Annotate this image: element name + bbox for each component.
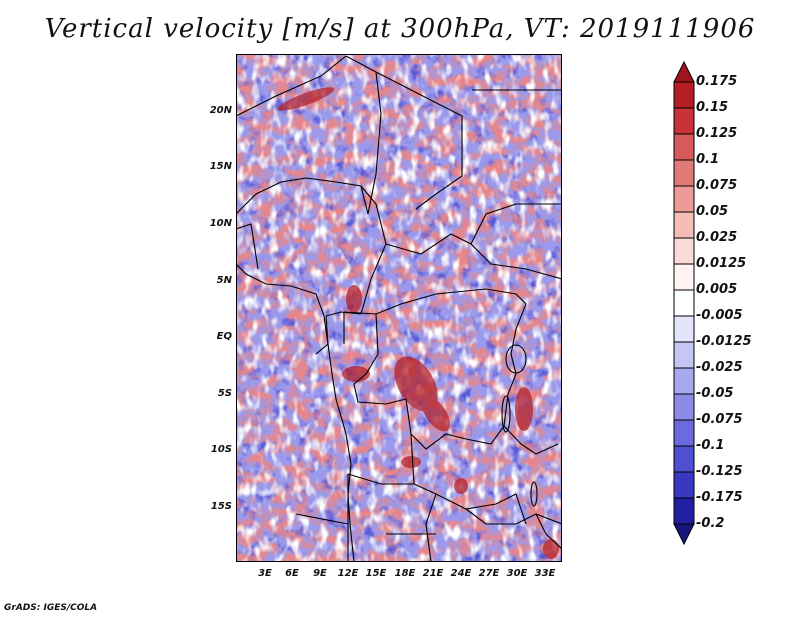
colorbar-box — [673, 445, 695, 473]
colorbar-box — [673, 133, 695, 161]
lon-tick-label: 15E — [365, 568, 387, 579]
lon-tick-label: 18E — [394, 568, 416, 579]
map-frame — [236, 54, 562, 562]
colorbar-box — [673, 211, 695, 239]
colorbar-level-label: -0.125 — [696, 464, 743, 479]
colorbar-bottom-triangle — [673, 523, 695, 546]
lat-tick-label: 10S — [210, 444, 232, 455]
colorbar-box — [673, 315, 695, 343]
colorbar-boxes — [673, 60, 695, 546]
colorbar-level-label: 0.005 — [696, 282, 738, 297]
lat-tick-label: 10N — [209, 218, 232, 229]
strong-upward-patches — [277, 87, 559, 559]
near-zero-field — [236, 54, 562, 562]
colorbar-level-label: 0.1 — [696, 152, 720, 167]
colorbar-box — [673, 159, 695, 187]
colorbar-level-label: 0.05 — [696, 204, 729, 219]
colorbar-box — [673, 367, 695, 395]
colorbar-box — [673, 237, 695, 265]
map-title: Vertical velocity [m/s] at 300hPa, VT: 2… — [44, 14, 756, 44]
lon-tick-label: 6E — [285, 568, 299, 579]
lat-tick-label: 15S — [210, 501, 232, 512]
colorbar-level-label: 0.025 — [696, 230, 738, 245]
colorbar-level-label: -0.025 — [696, 360, 743, 375]
lon-tick-label: 12E — [337, 568, 359, 579]
lon-tick-label: 9E — [313, 568, 327, 579]
colorbar-box — [673, 263, 695, 291]
colorbar-level-label: -0.005 — [696, 308, 743, 323]
colorbar-top-triangle — [673, 60, 695, 83]
colorbar-level-label: -0.2 — [696, 516, 725, 531]
colorbar-level-label: 0.125 — [696, 126, 738, 141]
colorbar — [673, 60, 695, 546]
colorbar-level-label: -0.05 — [696, 386, 734, 401]
country-borders — [236, 55, 562, 562]
colorbar-level-label: 0.075 — [696, 178, 738, 193]
map-plot-area — [236, 54, 562, 562]
lat-tick-label: 5N — [216, 275, 232, 286]
colorbar-level-label: 0.15 — [696, 100, 729, 115]
lon-tick-label: 27E — [478, 568, 500, 579]
colorbar-box — [673, 185, 695, 213]
colorbar-box — [673, 393, 695, 421]
colorbar-level-label: -0.1 — [696, 438, 725, 453]
colorbar-level-label: 0.0125 — [696, 256, 747, 271]
lon-tick-label: 3E — [258, 568, 272, 579]
colorbar-box — [673, 107, 695, 135]
lon-tick-label: 33E — [534, 568, 556, 579]
colorbar-level-label: 0.175 — [696, 74, 738, 89]
colorbar-box — [673, 419, 695, 447]
colorbar-level-label: -0.0125 — [696, 334, 752, 349]
lon-tick-label: 30E — [506, 568, 528, 579]
colorbar-box — [673, 289, 695, 317]
colorbar-box — [673, 81, 695, 109]
lat-tick-label: 15N — [209, 161, 232, 172]
vertical-velocity-map — [236, 54, 562, 562]
lon-tick-label: 21E — [422, 568, 444, 579]
colorbar-box — [673, 497, 695, 525]
colorbar-level-label: -0.175 — [696, 490, 743, 505]
grads-footer: GrADS: IGES/COLA — [4, 603, 98, 613]
lat-tick-label: EQ — [216, 331, 232, 342]
colorbar-level-label: -0.075 — [696, 412, 743, 427]
lat-tick-label: 20N — [209, 105, 232, 116]
lon-tick-label: 24E — [450, 568, 472, 579]
colorbar-box — [673, 471, 695, 499]
lat-tick-label: 5S — [217, 388, 232, 399]
colorbar-box — [673, 341, 695, 369]
